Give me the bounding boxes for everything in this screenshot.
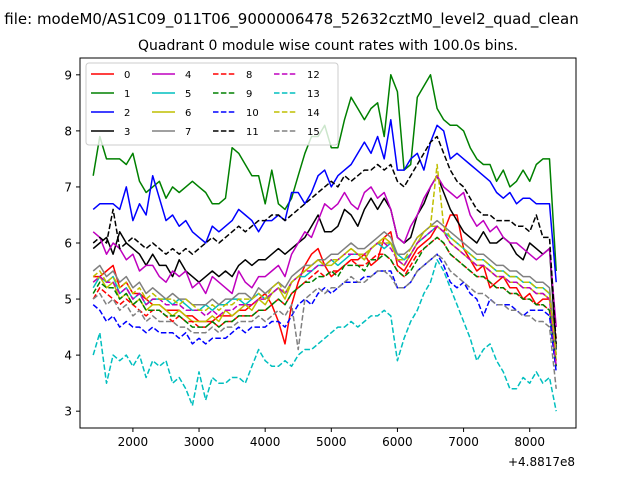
y-tick-label: 9: [64, 68, 72, 82]
legend-label-15: 15: [307, 127, 320, 138]
x-tick-label: 8000: [514, 435, 545, 449]
series-line-10: [92, 253, 557, 372]
series-line-14: [92, 163, 557, 356]
x-tick-label: 2000: [118, 435, 149, 449]
x-tick-label: 5000: [316, 435, 347, 449]
chart-title: Quadrant 0 module wise count rates with …: [138, 38, 518, 54]
legend-label-11: 11: [246, 127, 259, 138]
axis-layer: 2000 3000 4000 5000 6000 7000 8000 3 4 5 6 7 8 9: [64, 68, 545, 449]
series-line-13: [92, 259, 557, 412]
series-line-2: [92, 118, 557, 283]
series-line-7: [92, 219, 557, 356]
series-line-15: [92, 253, 557, 389]
series-line-11: [92, 135, 557, 344]
legend-label-5: 5: [185, 89, 191, 100]
x-offset-label: +4.8817e8: [508, 455, 575, 469]
legend-box: [85, 62, 339, 146]
legend-label-14: 14: [307, 108, 320, 119]
y-tick-label: 7: [64, 180, 72, 194]
y-tick-label: 8: [64, 124, 72, 138]
y-tick-label: 3: [64, 405, 72, 419]
series-line-4: [92, 174, 557, 328]
legend-label-4: 4: [185, 70, 191, 81]
legend-label-6: 6: [185, 108, 191, 119]
legend-label-10: 10: [246, 108, 259, 119]
figure-suptitle: n file: modeM0/AS1C09_011T06_9000006478_…: [0, 10, 579, 29]
x-tick-label: 3000: [184, 435, 215, 449]
legend-label-13: 13: [307, 89, 320, 100]
y-tick-label: 4: [64, 349, 72, 363]
legend-label-7: 7: [185, 127, 191, 138]
legend-label-12: 12: [307, 70, 320, 81]
legend-label-8: 8: [246, 70, 252, 81]
legend-label-3: 3: [124, 127, 130, 138]
x-tick-label: 6000: [382, 435, 413, 449]
series-line-9: [92, 236, 557, 367]
legend-label-1: 1: [124, 89, 130, 100]
series-line-3: [92, 174, 557, 350]
series-line-8: [92, 236, 557, 367]
series-line-12: [92, 225, 557, 367]
x-tick-label: 7000: [448, 435, 479, 449]
y-tick-label: 6: [64, 237, 72, 251]
legend-label-0: 0: [124, 70, 130, 81]
y-tick-label: 5: [64, 293, 72, 307]
legend-label-2: 2: [124, 108, 130, 119]
x-tick-label: 4000: [250, 435, 281, 449]
legend-label-9: 9: [246, 89, 252, 100]
